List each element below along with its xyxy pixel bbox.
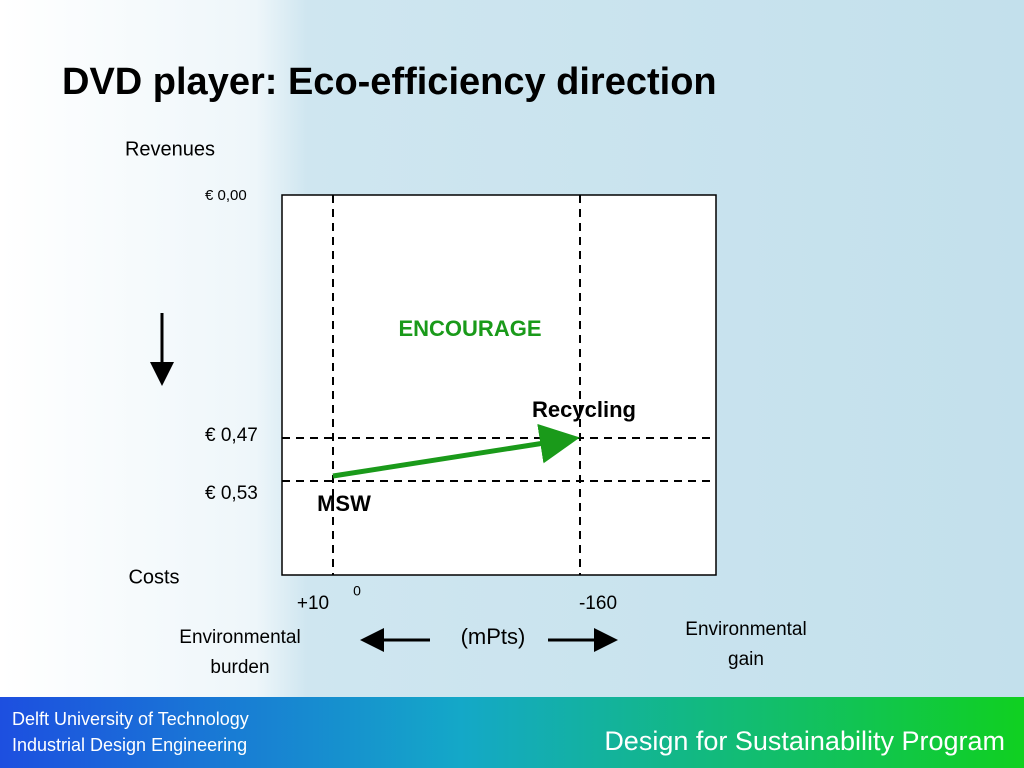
direction-arrow <box>332 423 580 479</box>
right-label: Environmental <box>685 619 806 640</box>
footer-org: Industrial Design Engineering <box>12 735 247 755</box>
x-label: -160 <box>579 593 617 614</box>
left-label: burden <box>210 657 269 678</box>
footer-program: Design for Sustainability Program <box>604 726 1005 756</box>
right-label: gain <box>728 649 764 670</box>
footer-bar <box>0 697 1024 768</box>
unit-label: (mPts) <box>461 624 526 649</box>
level-label: € 0,00 <box>205 187 247 204</box>
x-label: +10 <box>297 593 329 614</box>
level-label: € 0,53 <box>205 483 258 504</box>
y-axis-label: Revenues <box>125 138 215 160</box>
diagram-box <box>281 194 717 576</box>
title: DVD player: Eco-efficiency direction <box>62 61 717 103</box>
point-label: MSW <box>317 491 371 516</box>
point-label: Recycling <box>532 397 636 422</box>
footer-org: Delft University of Technology <box>12 709 249 729</box>
level-label: € 0,47 <box>205 425 258 446</box>
zone-label: ENCOURAGE <box>398 316 541 341</box>
x-label: 0 <box>353 583 361 599</box>
left-label: Environmental <box>179 627 300 648</box>
y-bottom-label: Costs <box>128 566 179 588</box>
